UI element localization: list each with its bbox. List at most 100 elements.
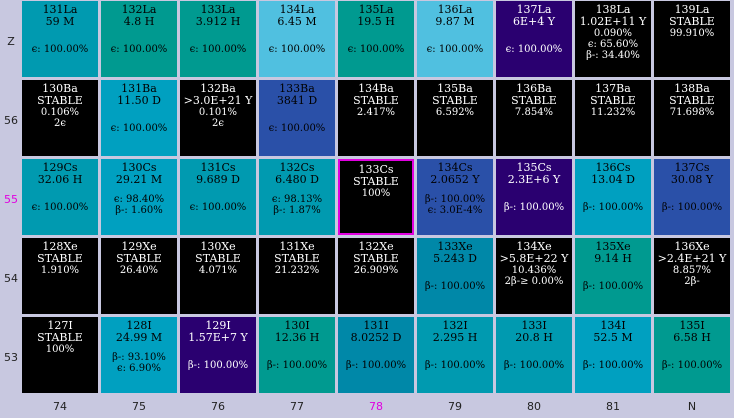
half-life: 9.14 H <box>594 252 632 265</box>
decay-info <box>496 194 572 202</box>
nuclide-cell[interactable]: 136Xe >2.4E+21 Y 8.857% 2β- <box>654 238 730 314</box>
column-label: 77 <box>290 400 304 413</box>
nuclide-cell[interactable]: 136Cs 13.04 D β-: 100.00% <box>575 159 651 235</box>
nuclide-cell[interactable]: 135Cs 2.3E+6 Y β-: 100.00% <box>496 159 572 235</box>
nuclide-name: 133La <box>200 3 236 16</box>
decay-info <box>22 28 98 36</box>
half-life: STABLE <box>669 94 715 107</box>
decay-info <box>338 28 414 36</box>
decay-info <box>101 344 177 352</box>
nuclide-cell[interactable]: 134I 52.5 M β-: 100.00% <box>575 317 651 393</box>
nuclide-cell[interactable]: 132Ba >3.0E+21 Y 0.101% 2ϵ <box>180 80 256 156</box>
decay-info: ϵ: 100.00% <box>189 202 247 213</box>
nuclide-cell[interactable]: 131La 59 M ϵ: 100.00% <box>22 1 98 77</box>
decay-info: 2β- <box>684 276 700 287</box>
nuclide-cell[interactable]: 129I 1.57E+7 Y β-: 100.00% <box>180 317 256 393</box>
nuclide-cell[interactable]: 135La 19.5 H ϵ: 100.00% <box>338 1 414 77</box>
nuclide-cell[interactable]: 132La 4.8 H ϵ: 100.00% <box>101 1 177 77</box>
half-life: 3841 D <box>276 94 318 107</box>
half-life: STABLE <box>511 94 557 107</box>
half-life: 2.295 H <box>432 331 478 344</box>
half-life: 19.5 H <box>357 15 395 28</box>
nuclide-cell[interactable]: 131Cs 9.689 D ϵ: 100.00% <box>180 159 256 235</box>
half-life: STABLE <box>37 252 83 265</box>
nuclide-cell[interactable]: 135Xe 9.14 H β-: 100.00% <box>575 238 651 314</box>
nuclide-cell[interactable]: 131I 8.0252 D β-: 100.00% <box>338 317 414 393</box>
decay-info: ϵ: 100.00% <box>189 44 247 55</box>
column-label: 76 <box>211 400 225 413</box>
nuclide-cell[interactable]: 133I 20.8 H β-: 100.00% <box>496 317 572 393</box>
nuclide-cell[interactable]: 130I 12.36 H β-: 100.00% <box>259 317 335 393</box>
decay-info: 26.909% <box>353 265 399 276</box>
nuclide-name: 135La <box>358 3 394 16</box>
nuclide-cell[interactable]: 131Ba 11.50 D ϵ: 100.00% <box>101 80 177 156</box>
decay-info <box>180 352 256 360</box>
decay-info <box>338 344 414 352</box>
nuclide-name: 134Ba <box>358 82 394 95</box>
decay-info: 10.436% <box>511 265 557 276</box>
half-life: 2.0652 Y <box>430 173 480 186</box>
half-life: 52.5 M <box>593 331 633 344</box>
nuclide-cell[interactable]: 133Xe 5.243 D β-: 100.00% <box>417 238 493 314</box>
nuclide-cell[interactable]: 133Ba 3841 D ϵ: 100.00% <box>259 80 335 156</box>
nuclide-cell[interactable]: 133Cs STABLE 100% <box>338 159 414 235</box>
decay-info: ϵ: 3.0E-4% <box>427 205 483 216</box>
nuclide-name: 136Xe <box>674 240 710 253</box>
nuclide-cell[interactable]: 128Xe STABLE 1.910% <box>22 238 98 314</box>
decay-info: 0.101% <box>198 107 238 118</box>
nuclide-name: 131Ba <box>121 82 157 95</box>
nuclide-cell[interactable]: 137Cs 30.08 Y β-: 100.00% <box>654 159 730 235</box>
nuclide-cell[interactable]: 129Cs 32.06 H ϵ: 100.00% <box>22 159 98 235</box>
decay-info: β-: 100.00% <box>661 202 723 213</box>
nuclide-cell[interactable]: 127I STABLE 100% <box>22 317 98 393</box>
decay-info <box>338 352 414 360</box>
nuclide-name: 135Ba <box>437 82 473 95</box>
half-life: 6E+4 Y <box>512 15 555 28</box>
nuclide-cell[interactable]: 139La STABLE 99.910% <box>654 1 730 77</box>
nuclide-cell[interactable]: 135I 6.58 H β-: 100.00% <box>654 317 730 393</box>
nuclide-cell[interactable]: 132Cs 6.480 D ϵ: 98.13% β-: 1.87% <box>259 159 335 235</box>
decay-info: β-: 100.00% <box>424 360 486 371</box>
half-life: 12.36 H <box>274 331 320 344</box>
nuclide-cell[interactable]: 137Ba STABLE 11.232% <box>575 80 651 156</box>
decay-info <box>496 36 572 44</box>
half-life: STABLE <box>353 175 399 188</box>
half-life: 59 M <box>45 15 75 28</box>
nuclide-cell[interactable]: 134Ba STABLE 2.417% <box>338 80 414 156</box>
decay-info <box>417 273 493 281</box>
decay-info: 99.910% <box>669 28 715 39</box>
nuclide-cell[interactable]: 131Xe STABLE 21.232% <box>259 238 335 314</box>
nuclide-cell[interactable]: 138Ba STABLE 71.698% <box>654 80 730 156</box>
nuclide-cell[interactable]: 136Ba STABLE 7.854% <box>496 80 572 156</box>
half-life: 5.243 D <box>433 252 477 265</box>
nuclide-cell[interactable]: 128I 24.99 M β-: 93.10% ϵ: 6.90% <box>101 317 177 393</box>
nuclide-cell[interactable]: 138La 1.02E+11 Y 0.090% ϵ: 65.60% β-: 34.40% <box>575 1 651 77</box>
decay-info <box>101 36 177 44</box>
nuclide-name: 138Ba <box>674 82 710 95</box>
nuclide-cell[interactable]: 134Xe >5.8E+22 Y 10.436% 2β-≥ 0.00% <box>496 238 572 314</box>
decay-info <box>417 344 493 352</box>
decay-info: 21.232% <box>274 265 320 276</box>
half-life: >3.0E+21 Y <box>183 94 253 107</box>
half-life: STABLE <box>669 15 715 28</box>
column-label: 75 <box>132 400 146 413</box>
nuclide-cell[interactable]: 135Ba STABLE 6.592% <box>417 80 493 156</box>
half-life: STABLE <box>274 252 320 265</box>
half-life: 24.99 M <box>115 331 163 344</box>
nuclide-cell[interactable]: 129Xe STABLE 26.40% <box>101 238 177 314</box>
nuclide-name: 132Xe <box>358 240 394 253</box>
decay-info <box>259 28 335 36</box>
nuclide-name: 134La <box>279 3 315 16</box>
nuclide-cell[interactable]: 133La 3.912 H ϵ: 100.00% <box>180 1 256 77</box>
nuclide-cell[interactable]: 134La 6.45 M ϵ: 100.00% <box>259 1 335 77</box>
nuclide-cell[interactable]: 132I 2.295 H β-: 100.00% <box>417 317 493 393</box>
nuclide-cell[interactable]: 136La 9.87 M ϵ: 100.00% <box>417 1 493 77</box>
decay-info <box>654 352 730 360</box>
nuclide-cell[interactable]: 130Xe STABLE 4.071% <box>180 238 256 314</box>
nuclide-cell[interactable]: 130Ba STABLE 0.106% 2ϵ <box>22 80 98 156</box>
decay-info: 4.071% <box>198 265 238 276</box>
nuclide-cell[interactable]: 132Xe STABLE 26.909% <box>338 238 414 314</box>
nuclide-cell[interactable]: 130Cs 29.21 M ϵ: 98.40% β-: 1.60% <box>101 159 177 235</box>
nuclide-cell[interactable]: 134Cs 2.0652 Y β-: 100.00% ϵ: 3.0E-4% <box>417 159 493 235</box>
nuclide-cell[interactable]: 137La 6E+4 Y ϵ: 100.00% <box>496 1 572 77</box>
